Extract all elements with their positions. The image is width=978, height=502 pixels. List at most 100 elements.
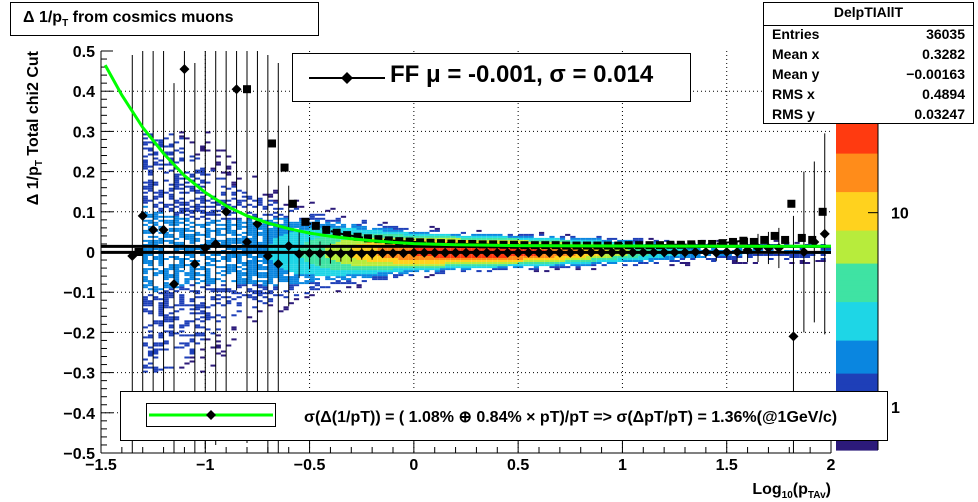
- heatmap-cell: [382, 227, 388, 230]
- heatmap-cell: [267, 276, 274, 279]
- heatmap-cell: [361, 229, 367, 232]
- heatmap-cell: [174, 185, 180, 188]
- heatmap-cell: [690, 254, 696, 256]
- heatmap-cell: [158, 239, 164, 242]
- heatmap-cell: [737, 248, 743, 250]
- heatmap-cell: [273, 189, 279, 192]
- heatmap-cell: [158, 254, 164, 256]
- heatmap-cell: [147, 310, 154, 313]
- heatmap-cell: [153, 298, 159, 301]
- heatmap-cell: [408, 256, 414, 258]
- heatmap-cell: [335, 256, 341, 258]
- heatmap-cell: [320, 248, 326, 250]
- heatmap-cell: [153, 223, 159, 226]
- heatmap-cell: [273, 256, 279, 258]
- heatmap-cell: [346, 286, 352, 289]
- heatmap-cell: [434, 233, 440, 236]
- heatmap-cell: [335, 282, 341, 285]
- heatmap-cell: [288, 282, 294, 285]
- heatmap-cell: [231, 217, 237, 220]
- heatmap-cell: [142, 270, 148, 273]
- heatmap-cell: [168, 133, 174, 136]
- heatmap-cell: [533, 256, 539, 258]
- heatmap-cell: [382, 278, 388, 281]
- heatmap-cell: [142, 296, 148, 299]
- heatmap-cell: [299, 260, 305, 262]
- heatmap-cell: [142, 195, 148, 198]
- heatmap-cell: [497, 256, 503, 258]
- color-bar-segment: [836, 136, 878, 143]
- heatmap-cell: [241, 278, 247, 281]
- heatmap-cell: [205, 274, 211, 277]
- heatmap-cell: [142, 201, 148, 204]
- heatmap-cell: [507, 237, 513, 240]
- heatmap-cell: [194, 326, 201, 329]
- heatmap-cell: [627, 254, 633, 256]
- heatmap-cell: [314, 258, 320, 260]
- heatmap-cell: [247, 262, 253, 264]
- heatmap-cell: [377, 229, 383, 232]
- heatmap-cell: [163, 306, 169, 309]
- heatmap-cell: [200, 211, 206, 214]
- heatmap-cell: [596, 254, 602, 256]
- heatmap-cell: [163, 219, 169, 222]
- heatmap-cell: [153, 248, 159, 250]
- heatmap-cell: [486, 260, 493, 262]
- color-bar-segment: [836, 246, 878, 253]
- heatmap-cell: [200, 197, 206, 200]
- heatmap-cell: [429, 260, 435, 262]
- heatmap-cell: [200, 169, 206, 172]
- heatmap-cell: [497, 258, 503, 260]
- heatmap-cell: [184, 217, 190, 220]
- heatmap-cell: [247, 197, 253, 200]
- heatmap-cell: [200, 185, 206, 188]
- heatmap-cell: [267, 268, 274, 271]
- heatmap-cell: [700, 256, 706, 258]
- heatmap-cell: [330, 270, 336, 273]
- heatmap-cell: [450, 268, 456, 271]
- heatmap-cell: [460, 268, 466, 271]
- heatmap-cell: [189, 350, 195, 353]
- heatmap-cell: [194, 296, 201, 299]
- heatmap-cell: [158, 342, 164, 345]
- heatmap-cell: [596, 256, 602, 258]
- heatmap-cell: [267, 274, 274, 277]
- heatmap-cell: [544, 256, 550, 258]
- heatmap-cell: [460, 256, 466, 258]
- stat-row-rms-y: RMS y 0.03247: [772, 106, 965, 126]
- heatmap-cell: [147, 354, 154, 357]
- heatmap-cell: [231, 193, 237, 196]
- heatmap-cell: [596, 239, 602, 242]
- heatmap-cell: [429, 233, 435, 236]
- heatmap-cell: [174, 229, 180, 232]
- heatmap-cell: [283, 262, 289, 264]
- heatmap-cell: [528, 237, 534, 240]
- stat-row-mean-y: Mean y −0.00163: [772, 66, 965, 86]
- heatmap-cell: [293, 284, 300, 287]
- heatmap-cell: [408, 274, 414, 277]
- heatmap-cell: [559, 235, 566, 238]
- heatmap-cell: [398, 262, 404, 264]
- heatmap-cell: [351, 241, 357, 244]
- heatmap-cell: [153, 161, 159, 164]
- heatmap-cell: [267, 227, 274, 230]
- heatmap-cell: [174, 183, 180, 186]
- heatmap-cell: [189, 352, 195, 355]
- heatmap-cell: [179, 203, 185, 206]
- heatmap-cell: [304, 268, 310, 271]
- heatmap-cell: [325, 286, 331, 289]
- heatmap-cell: [424, 233, 430, 236]
- heatmap-cell: [690, 256, 696, 258]
- heatmap-cell: [226, 268, 232, 271]
- heatmap-cell: [184, 207, 190, 210]
- heatmap-cell: [299, 274, 305, 277]
- heatmap-cell: [262, 302, 268, 305]
- heatmap-cell: [184, 362, 190, 365]
- heatmap-cell: [236, 296, 242, 299]
- heatmap-cell: [247, 316, 253, 319]
- heatmap-cell: [189, 159, 195, 162]
- heatmap-cell: [398, 227, 404, 230]
- heatmap-cell: [189, 239, 195, 242]
- heatmap-cell: [142, 278, 148, 281]
- heatmap-cell: [434, 237, 440, 240]
